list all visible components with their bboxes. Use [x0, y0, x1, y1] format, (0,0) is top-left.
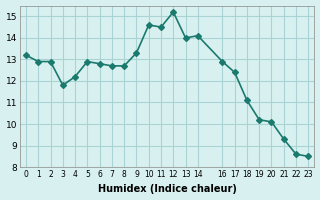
- X-axis label: Humidex (Indice chaleur): Humidex (Indice chaleur): [98, 184, 236, 194]
